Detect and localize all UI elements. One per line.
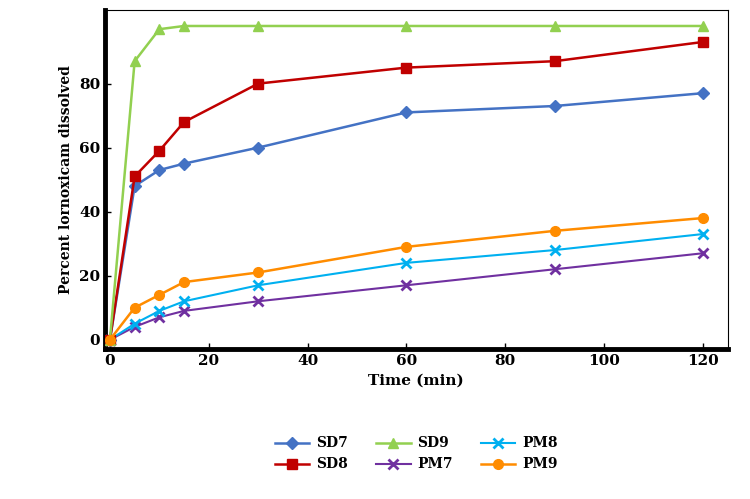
SD8 <box>179 119 188 125</box>
PM8 <box>154 308 164 314</box>
SD9 <box>106 337 115 343</box>
PM7 <box>254 298 262 304</box>
PM7 <box>402 282 411 288</box>
PM8 <box>106 337 115 343</box>
PM8 <box>698 231 707 237</box>
SD7 <box>106 337 115 343</box>
PM9 <box>698 215 707 221</box>
SD9 <box>254 23 262 29</box>
Y-axis label: Percent lornoxicam dissolved: Percent lornoxicam dissolved <box>59 65 74 294</box>
SD8 <box>402 64 411 70</box>
SD7 <box>154 167 164 173</box>
SD9 <box>130 58 140 64</box>
SD9 <box>698 23 707 29</box>
PM8 <box>254 282 262 288</box>
SD9 <box>550 23 559 29</box>
Legend: SD7, SD8, SD9, PM7, PM8, PM9: SD7, SD8, SD9, PM7, PM8, PM9 <box>269 431 563 477</box>
PM9 <box>550 228 559 234</box>
SD8 <box>106 337 115 343</box>
PM9 <box>154 292 164 298</box>
SD8 <box>254 81 262 87</box>
SD7 <box>550 103 559 109</box>
SD8 <box>154 148 164 154</box>
PM8 <box>550 247 559 253</box>
Line: SD7: SD7 <box>106 89 707 344</box>
SD9 <box>154 26 164 32</box>
SD7 <box>402 109 411 115</box>
PM9 <box>254 269 262 275</box>
SD7 <box>130 183 140 189</box>
PM7 <box>179 308 188 314</box>
SD9 <box>179 23 188 29</box>
PM9 <box>179 279 188 285</box>
PM8 <box>130 321 140 327</box>
Line: PM7: PM7 <box>105 249 708 344</box>
SD7 <box>254 145 262 151</box>
Line: PM9: PM9 <box>105 213 708 344</box>
PM7 <box>106 337 115 343</box>
SD8 <box>550 58 559 64</box>
Line: SD8: SD8 <box>105 37 708 344</box>
Line: SD9: SD9 <box>105 21 708 344</box>
SD9 <box>402 23 411 29</box>
PM9 <box>402 244 411 250</box>
PM8 <box>402 260 411 266</box>
SD7 <box>179 161 188 167</box>
PM7 <box>154 314 164 320</box>
PM9 <box>130 305 140 311</box>
PM7 <box>550 266 559 272</box>
PM7 <box>698 250 707 256</box>
SD7 <box>698 90 707 96</box>
SD8 <box>130 174 140 180</box>
PM8 <box>179 298 188 304</box>
X-axis label: Time (min): Time (min) <box>368 374 464 388</box>
SD8 <box>698 39 707 45</box>
PM9 <box>106 337 115 343</box>
PM7 <box>130 324 140 330</box>
Line: PM8: PM8 <box>105 229 708 344</box>
